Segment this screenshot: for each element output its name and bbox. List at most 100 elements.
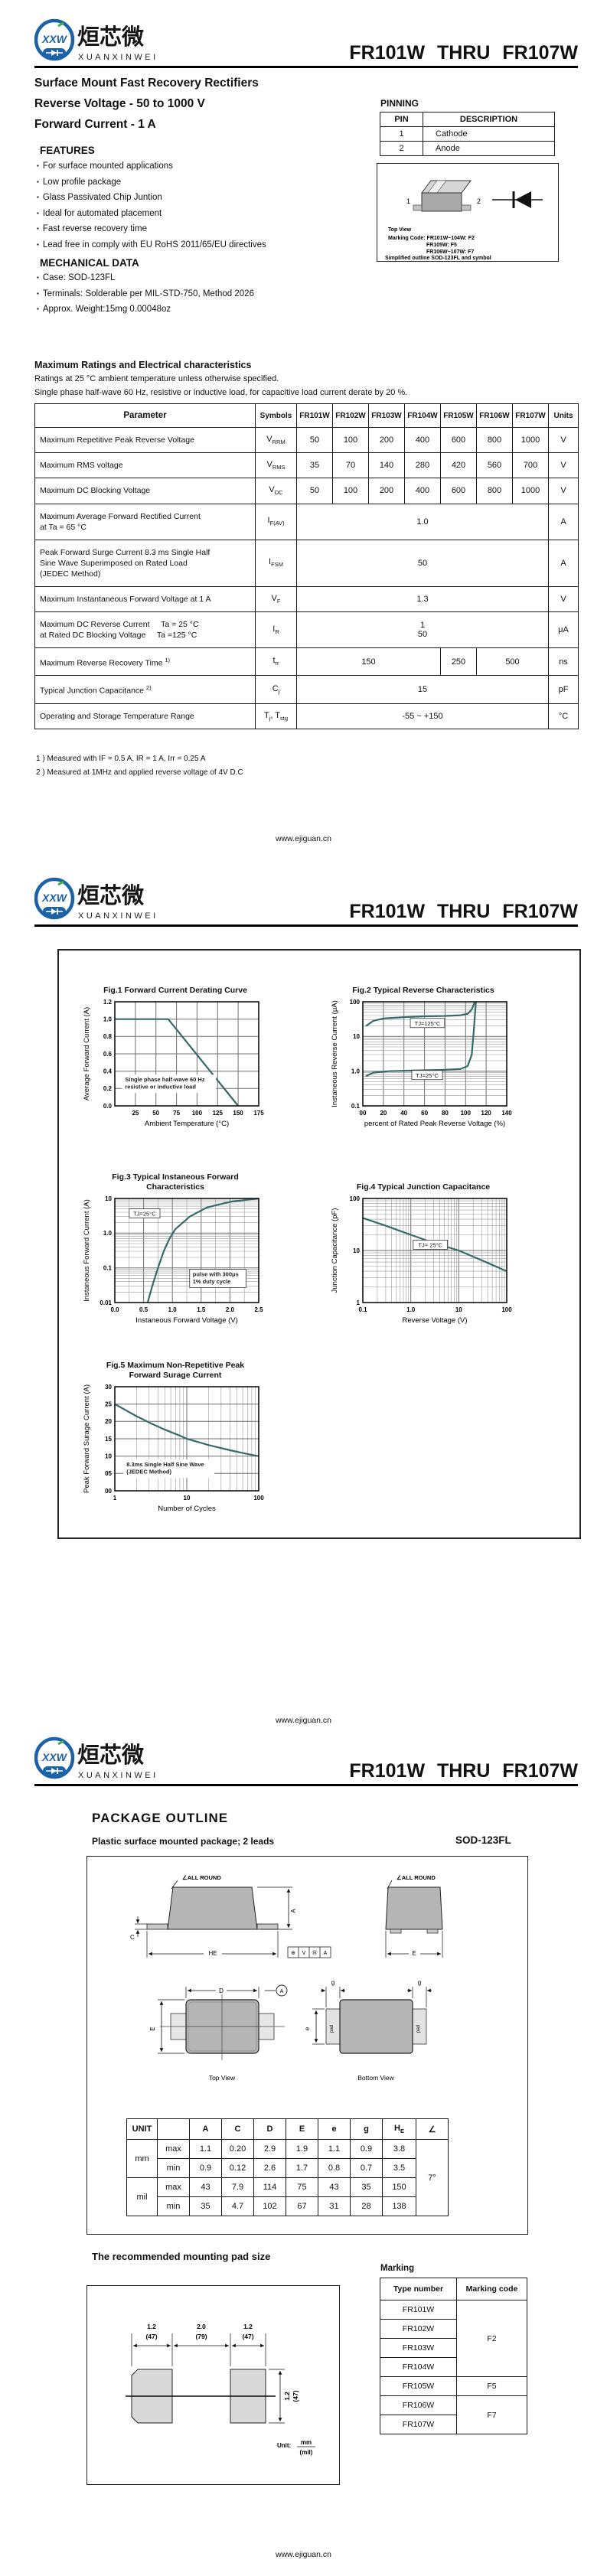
y-axis-label: Average Forward Current (A) — [83, 1007, 91, 1101]
package-lead — [461, 204, 472, 211]
figure-fig5: Fig.5 Maximum Non-Repetitive Peak Forward… — [80, 1361, 271, 1518]
series-TJ25 — [365, 1001, 477, 1078]
table-row: Maximum Average Forward Rectified Curren… — [34, 503, 579, 540]
table-row: PIN DESCRIPTION — [380, 112, 555, 127]
diode-icon — [51, 1768, 57, 1774]
value-cell: 31 — [318, 2196, 351, 2217]
unit-cell: ns — [548, 647, 579, 677]
x-tick-label: 175 — [253, 1110, 264, 1117]
symbol-cell: trr — [255, 647, 297, 677]
annotation-box — [189, 1269, 246, 1288]
symbol-cell: VF — [255, 585, 297, 612]
value-cell: 50 — [296, 478, 333, 504]
dim-g-label: g — [331, 1979, 335, 1986]
x-tick-label: 00 — [360, 1110, 367, 1117]
footer-link[interactable]: www.ejiguan.cn — [276, 1716, 331, 1725]
value-cell: 3.5 — [382, 2158, 416, 2179]
figure-title: Fig.4 Typical Junction Capacitance — [356, 1182, 491, 1192]
type-number-cell: FR107W — [380, 2415, 457, 2434]
footer-link[interactable]: www.ejiguan.cn — [276, 834, 331, 843]
chart-fig5: 8.3ms Single Half Sine Wave(JEDEC Method… — [83, 1384, 264, 1513]
sub: R — [275, 628, 279, 635]
x-tick-label: 10 — [184, 1495, 191, 1502]
logo-green-tick — [57, 880, 64, 886]
y-tick-label: 0.4 — [103, 1068, 113, 1075]
annotation-box — [123, 1459, 214, 1479]
figure-title: Fig.3 Typical Instaneous Forward — [112, 1172, 239, 1182]
all-round-label: ∠ALL ROUND — [397, 1874, 436, 1881]
figure-fig4: Fig.4 Typical Junction Capacitance TJ= 25… — [328, 1172, 519, 1329]
column-header — [157, 2118, 190, 2141]
column-header: e — [318, 2118, 351, 2141]
type-number-cell: FR101W — [380, 2300, 457, 2320]
sub: rr — [275, 660, 279, 667]
value-cell: 200 — [368, 478, 405, 504]
table-row: mil max 43 7.9 114 75 43 35 150 — [126, 2177, 449, 2217]
series-label: TJ=25°C — [416, 1072, 439, 1079]
product-line: Forward Current - 1 A — [34, 118, 156, 131]
x-tick-label: 1.0 — [406, 1306, 416, 1313]
package-body — [421, 192, 462, 212]
pad-dim: (47) — [292, 2390, 299, 2402]
features-list: ▪ For surface mounted applications ▪ Low pr… — [37, 158, 266, 253]
value-cell: 35 — [350, 2177, 383, 2198]
table-row: FR105W F5 — [380, 2376, 527, 2396]
series-VF — [146, 1197, 259, 1303]
x-tick-label: 1.5 — [197, 1306, 206, 1313]
marking-table: Type number Marking code FR101W F2 FR102W FR1… — [380, 2278, 527, 2434]
table-row: Operating and Storage Temperature Range T… — [34, 703, 579, 729]
mounting-pad-title: The recommended mounting pad size — [92, 2251, 271, 2262]
y-tick-label: 10 — [353, 1033, 360, 1040]
y-tick-label: 0.6 — [103, 1051, 113, 1058]
diode-icon — [51, 908, 57, 915]
symbol-cell: VRRM — [255, 426, 297, 454]
dim-A-label: A — [290, 1909, 297, 1913]
marking-code-line: FR106W~107W: F7 — [426, 249, 474, 255]
type-number-cell: FR102W — [380, 2319, 457, 2339]
unit-cell: °C — [548, 703, 579, 729]
table-row: Maximum DC Blocking Voltage VDC 50 100 200 40… — [34, 478, 579, 504]
unit-cell: V — [548, 426, 579, 454]
value-cell: 1.0 — [296, 503, 549, 540]
dim-bg — [409, 1948, 420, 1957]
sub: FSM — [271, 561, 283, 569]
bullet-icon: ▪ — [37, 178, 39, 185]
value-cell: 102 — [253, 2196, 286, 2217]
value-cell: 600 — [440, 478, 477, 504]
parameter-cell: Maximum DC Blocking Voltage — [34, 478, 256, 504]
logo-green-tick — [57, 21, 64, 28]
footer-link[interactable]: www.ejiguan.cn — [276, 2550, 331, 2559]
symbol-cell: VDC — [255, 478, 297, 504]
table-row: min 35 4.7 102 67 31 28 138 — [127, 2196, 449, 2217]
datum-symbol: ⊕ — [291, 1951, 295, 1956]
chart-fig4: TJ= 25°C 0.1 1.0 10 100 1 10 100 Reverse Voltage… — [331, 1195, 512, 1325]
pin-number: 2 — [380, 141, 423, 156]
series-TJ125 — [365, 1001, 476, 1027]
figure-title: Characteristics — [146, 1182, 204, 1192]
column-header: Units — [548, 403, 579, 428]
type-number-cell: FR105W — [380, 2376, 457, 2396]
sub: j — [278, 688, 280, 696]
unit-cell: mm — [126, 2139, 158, 2179]
value-cell: 400 — [404, 426, 441, 454]
minmax-cell: min — [157, 2158, 190, 2179]
value-cell: 800 — [476, 478, 513, 504]
x-tick-label: 25 — [132, 1110, 139, 1117]
table-row: Maximum DC Reverse Current Ta = 25 °C at … — [34, 611, 579, 648]
y-tick-label: 1.2 — [103, 999, 113, 1006]
table-row: Maximum Repetitive Peak Reverse Voltage V… — [34, 426, 579, 454]
sub: j — [269, 714, 271, 722]
symbol-cell: VRMS — [255, 452, 297, 479]
value-cell: 140 — [368, 452, 405, 479]
figure-fig1: Fig.1 Forward Current Derating Curve Sing… — [80, 986, 271, 1133]
unit-cell: V — [548, 452, 579, 479]
all-round-label: ∠ALL ROUND — [182, 1874, 221, 1881]
value-cell: 1.3 — [296, 585, 549, 612]
x-tick-label: 2.5 — [254, 1306, 263, 1313]
chart-fig2: TJ=125°C TJ=25°C 00 20 40 60 80 100 120 140 0.1 1.0… — [331, 999, 512, 1128]
column-header: FR105W — [440, 403, 477, 428]
value-cell: 70 — [332, 452, 369, 479]
plot-frame — [362, 1198, 507, 1303]
parameter-cell: Maximum Reverse Recovery Time 1) — [34, 647, 256, 677]
parameter-cell: Operating and Storage Temperature Range — [34, 703, 256, 729]
